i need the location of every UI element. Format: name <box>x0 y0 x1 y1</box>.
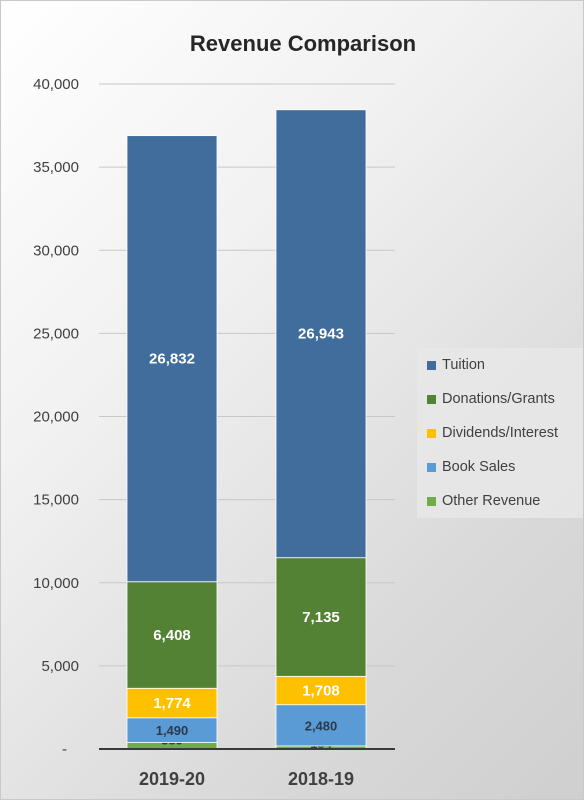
bar-segment <box>275 704 367 747</box>
y-tick-label: 25,000 <box>33 325 79 342</box>
y-tick-label: 5,000 <box>41 658 79 675</box>
bar-segment <box>126 717 218 743</box>
legend-swatch <box>427 394 436 404</box>
data-label: 1,490 <box>156 723 189 738</box>
legend-item: Other Revenue <box>427 491 540 511</box>
y-tick-label: - <box>62 741 67 758</box>
bar-segment <box>275 557 367 677</box>
legend-item: Book Sales <box>427 457 515 477</box>
y-tick-label: 15,000 <box>33 492 79 509</box>
bar-segment <box>275 109 367 559</box>
legend-swatch <box>427 496 436 506</box>
bar-segment <box>126 135 218 583</box>
data-label: 7,135 <box>302 609 340 626</box>
legend-swatch <box>427 428 436 438</box>
legend-label: Donations/Grants <box>442 391 555 407</box>
legend: Tuition Donations/Grants Dividends/Interes… <box>417 348 583 518</box>
x-category-label: 2019-20 <box>139 769 205 789</box>
legend-item: Tuition <box>427 355 485 375</box>
legend-item: Dividends/Interest <box>427 423 558 443</box>
y-tick-label: 40,000 <box>33 76 79 93</box>
legend-label: Book Sales <box>442 459 516 475</box>
legend-label: Tuition <box>442 357 485 373</box>
bar-segment <box>275 675 367 706</box>
data-label: 2,480 <box>305 718 338 733</box>
data-label: 1,708 <box>302 683 340 700</box>
data-label: 6,408 <box>153 627 191 644</box>
legend-swatch <box>427 462 436 472</box>
y-tick-label: 10,000 <box>33 575 79 592</box>
legend-swatch <box>427 360 436 370</box>
legend-item: Donations/Grants <box>427 389 555 409</box>
y-tick-label: 35,000 <box>33 159 79 176</box>
legend-label: Other Revenue <box>442 493 541 509</box>
y-tick-label: 20,000 <box>33 409 79 426</box>
chart-title: Revenue Comparison <box>189 31 417 56</box>
x-category-label: 2018-19 <box>288 769 354 789</box>
data-label: 1,774 <box>153 695 191 712</box>
y-tick-label: 30,000 <box>33 242 79 259</box>
data-label: 26,943 <box>298 326 344 343</box>
legend-label: Dividends/Interest <box>442 425 559 441</box>
data-label: 26,832 <box>149 351 195 368</box>
bar-segment <box>126 581 218 689</box>
